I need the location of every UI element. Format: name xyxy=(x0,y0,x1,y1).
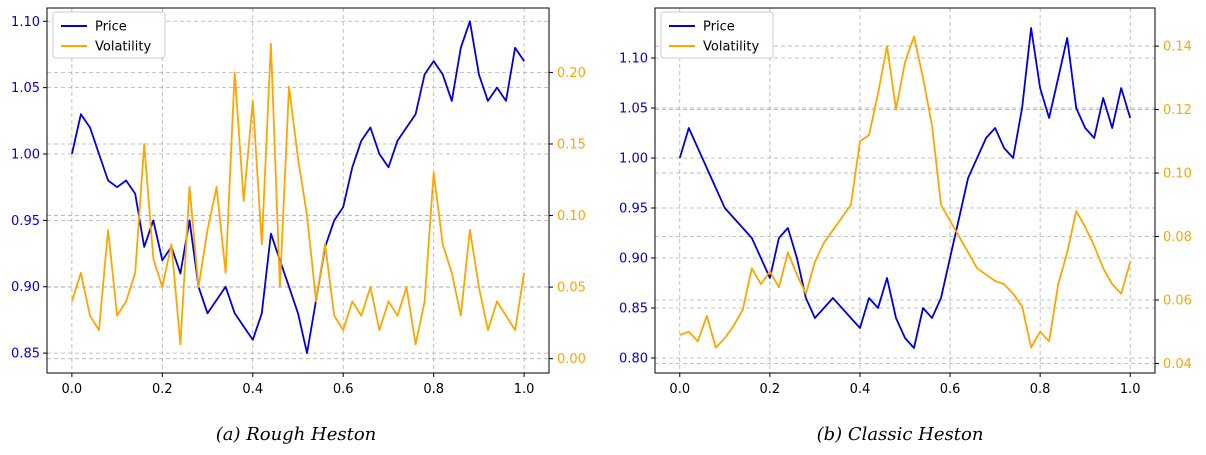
y-right-tick-label: 0.12 xyxy=(1163,103,1192,118)
y-left-tick-label: 1.00 xyxy=(11,148,40,163)
y-right-tick-label: 0.08 xyxy=(1163,230,1192,245)
x-tick-label: 1.0 xyxy=(1120,382,1141,397)
x-tick-label: 0.8 xyxy=(1030,382,1051,397)
plot-frame xyxy=(46,7,550,374)
y-right-tick-label: 0.14 xyxy=(1163,40,1192,55)
chart-caption: (b) Classic Heston xyxy=(817,424,984,445)
y-right-tick-label: 0.05 xyxy=(557,281,586,296)
series-line-volatility xyxy=(679,35,1132,349)
y-left-tick-label: 1.05 xyxy=(619,102,648,117)
x-tick-label: 0.4 xyxy=(242,382,263,397)
y-left-tick-label: 0.85 xyxy=(619,302,648,317)
chart-caption: (a) Rough Heston xyxy=(216,424,377,445)
legend-label-price: Price xyxy=(703,20,735,35)
chart-rough-heston: 0.0 0.2 0.4 0.6 0.8 1.0 0.85 0.90 0.95 1.00 1.05 1.… xyxy=(11,7,586,445)
y-right-tick-label: 0.06 xyxy=(1163,294,1192,309)
y-left-tick-label: 1.10 xyxy=(11,15,40,30)
x-tick-label: 0.8 xyxy=(423,382,444,397)
chart-classic-heston: 0.0 0.2 0.4 0.6 0.8 1.0 0.80 0.85 0.90 0.95 1.00 1.… xyxy=(619,7,1192,445)
y-left-tick-label: 0.90 xyxy=(11,280,40,295)
series-line-price xyxy=(678,27,1132,349)
y-left-tick-label: 1.05 xyxy=(11,81,40,96)
legend-label-volatility: Volatility xyxy=(703,40,759,55)
x-tick-label: 0.2 xyxy=(152,382,173,397)
y-left-tick-label: 0.95 xyxy=(619,202,648,217)
legend-label-price: Price xyxy=(95,20,127,35)
y-left-tick-label: 0.80 xyxy=(619,352,648,367)
y-right-tick-label: 0.10 xyxy=(1163,167,1192,182)
y-left-tick-label: 0.90 xyxy=(619,252,648,267)
legend-label-volatility: Volatility xyxy=(95,40,151,55)
y-left-tick-label: 0.95 xyxy=(11,214,40,229)
y-right-tick-label: 0.20 xyxy=(557,66,586,81)
y-right-tick-label: 0.15 xyxy=(557,137,586,152)
x-tick-label: 0.6 xyxy=(940,382,961,397)
y-left-tick-label: 1.00 xyxy=(619,152,648,167)
y-right-tick-label: 0.00 xyxy=(557,352,586,367)
x-tick-label: 0.2 xyxy=(760,382,781,397)
series-line-price xyxy=(71,20,525,355)
x-tick-label: 0.6 xyxy=(333,382,354,397)
y-right-tick-label: 0.10 xyxy=(557,209,586,224)
x-tick-label: 0.0 xyxy=(669,382,690,397)
x-tick-label: 1.0 xyxy=(514,382,535,397)
y-left-tick-label: 1.10 xyxy=(619,52,648,67)
y-right-tick-label: 0.04 xyxy=(1163,357,1192,372)
x-tick-label: 0.4 xyxy=(850,382,871,397)
x-tick-label: 0.0 xyxy=(62,382,83,397)
series-line-volatility xyxy=(71,42,525,346)
plot-frame xyxy=(654,7,1156,374)
y-left-tick-label: 0.85 xyxy=(11,347,40,362)
